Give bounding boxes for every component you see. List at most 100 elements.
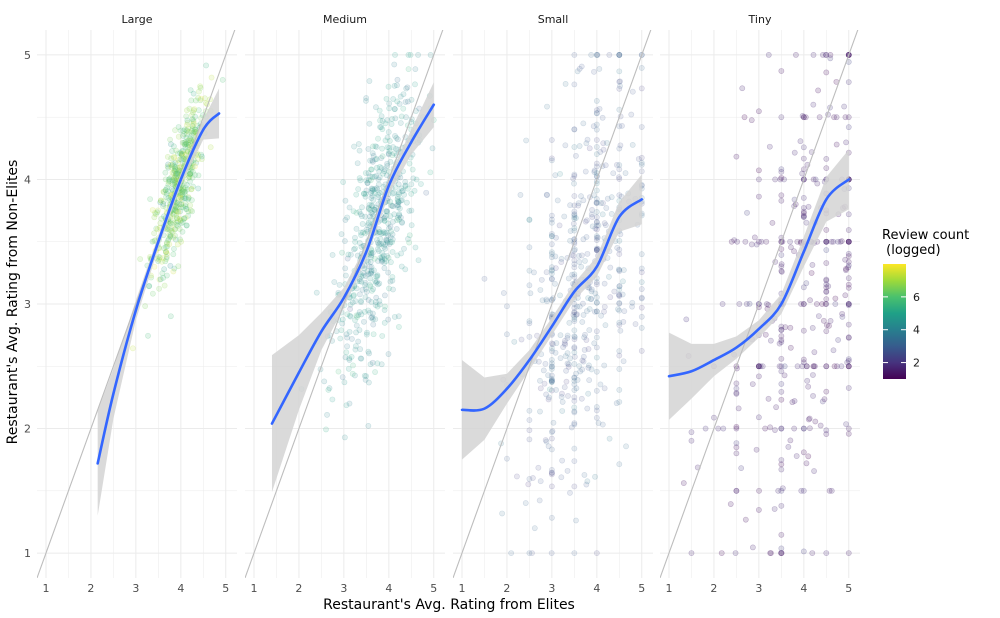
data-point [733, 389, 740, 396]
data-point [819, 398, 826, 405]
data-point [378, 113, 385, 120]
data-point [608, 194, 615, 201]
data-point [376, 164, 383, 170]
data-point [548, 357, 555, 363]
data-point [373, 164, 380, 171]
data-point [778, 388, 785, 395]
data-point [593, 407, 600, 414]
data-point [340, 179, 347, 185]
data-point [396, 216, 403, 223]
data-point [548, 470, 555, 476]
data-point [168, 220, 174, 227]
data-point [805, 453, 812, 460]
data-point [182, 139, 189, 146]
data-point [562, 337, 568, 344]
data-point [189, 164, 196, 171]
data-point [195, 94, 202, 101]
data-point [601, 385, 608, 392]
data-point [798, 301, 804, 307]
data-point [755, 363, 762, 370]
data-point [545, 396, 552, 403]
data-point [553, 340, 560, 347]
data-point [620, 319, 627, 325]
data-point [176, 215, 183, 222]
data-point [384, 117, 391, 124]
data-point [755, 363, 762, 370]
data-point [593, 200, 600, 207]
data-point [843, 266, 849, 272]
data-point [368, 202, 375, 209]
data-point [800, 114, 807, 121]
data-point [180, 133, 187, 139]
data-point [573, 517, 579, 524]
data-point [362, 230, 368, 237]
data-point [400, 187, 406, 194]
data-point [527, 290, 534, 297]
data-point [559, 399, 566, 405]
data-point [166, 231, 173, 238]
data-point [537, 385, 544, 392]
data-point [593, 98, 600, 104]
data-point [396, 205, 403, 212]
data-point [191, 163, 198, 170]
data-point [381, 229, 387, 235]
data-point [838, 238, 845, 245]
data-point [778, 381, 785, 387]
data-point [565, 363, 572, 370]
data-point [816, 114, 823, 121]
data-point [383, 95, 390, 102]
data-point [367, 157, 374, 164]
data-point [615, 291, 622, 298]
data-point [822, 52, 829, 58]
data-point [376, 298, 383, 304]
data-point [593, 368, 600, 375]
data-point [688, 429, 695, 436]
data-point [804, 377, 811, 384]
data-point [347, 313, 354, 320]
data-point [381, 243, 388, 250]
data-point [739, 85, 746, 92]
data-point [368, 166, 374, 173]
data-point [778, 425, 785, 432]
data-point [591, 340, 598, 347]
data-point [833, 141, 840, 148]
data-point [815, 313, 822, 319]
data-point [349, 370, 356, 377]
data-point [174, 208, 181, 215]
x-tick-label: 4 [800, 582, 807, 595]
data-point [368, 209, 375, 216]
data-point [197, 97, 204, 104]
data-point [178, 151, 185, 158]
data-point [579, 357, 586, 364]
data-point [548, 276, 555, 283]
data-point [378, 124, 385, 130]
reference-line [453, 30, 652, 578]
data-point [153, 225, 160, 232]
data-point [559, 408, 566, 414]
data-point [171, 225, 178, 232]
data-point [593, 151, 600, 158]
data-point [412, 244, 419, 251]
data-point [381, 307, 388, 313]
data-point [602, 222, 609, 229]
data-point [550, 419, 557, 426]
data-point [805, 383, 812, 390]
data-point [799, 363, 806, 370]
data-point [378, 165, 385, 171]
data-point [537, 408, 543, 415]
data-point [369, 174, 376, 180]
data-point [787, 344, 794, 351]
data-point [571, 304, 578, 311]
data-point [376, 168, 383, 175]
data-point [368, 314, 375, 321]
data-point [325, 386, 332, 393]
y-tick-label: 2 [24, 423, 31, 436]
data-point [793, 52, 799, 58]
data-point [619, 122, 625, 129]
data-point [190, 107, 197, 114]
data-point [155, 258, 162, 265]
data-point [400, 105, 407, 112]
data-point [344, 334, 351, 341]
data-point [399, 188, 406, 195]
data-point [593, 279, 600, 286]
